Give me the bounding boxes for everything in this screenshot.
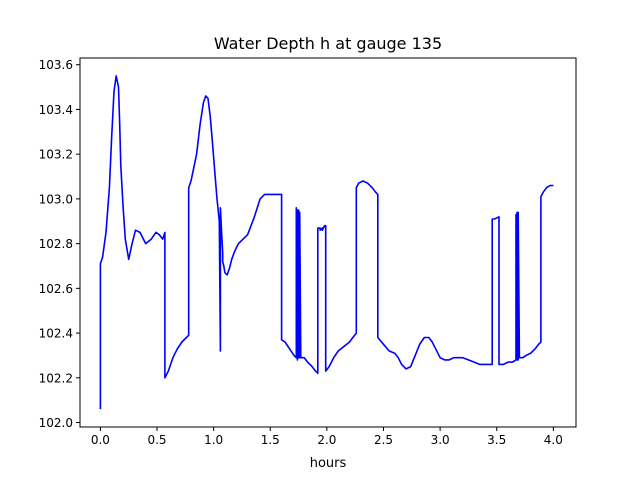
x-axis: 0.0 0.5 1.0 1.5 2.0 2.5 3.0 3.5 4.0 (91, 427, 563, 447)
y-tick-label: 102.6 (39, 282, 73, 296)
y-tick-label: 102.2 (39, 371, 73, 385)
x-tick-label: 2.0 (317, 433, 336, 447)
y-tick-label: 103.0 (39, 192, 73, 206)
y-tick-label: 102.8 (39, 237, 73, 251)
y-tick-label: 103.4 (39, 103, 73, 117)
y-tick-label: 103.6 (39, 58, 73, 72)
x-tick-label: 0.0 (91, 433, 110, 447)
x-tick-label: 1.5 (261, 433, 280, 447)
y-axis: 102.0 102.2 102.4 102.6 102.8 103.0 103.2 103.4… (39, 58, 80, 430)
x-tick-label: 3.0 (431, 433, 450, 447)
x-tick-label: 4.0 (544, 433, 563, 447)
x-axis-label: hours (310, 456, 347, 471)
series-line-1 (99, 75, 554, 410)
chart-title: Water Depth h at gauge 135 (214, 34, 442, 53)
y-tick-label: 102.4 (39, 327, 73, 341)
y-tick-label: 102.0 (39, 416, 73, 430)
x-tick-label: 0.5 (147, 433, 166, 447)
x-tick-label: 2.5 (374, 433, 393, 447)
x-tick-label: 3.5 (487, 433, 506, 447)
x-tick-label: 1.0 (204, 433, 223, 447)
plot-area (79, 57, 577, 428)
y-tick-label: 103.2 (39, 148, 73, 162)
plot-frame (79, 57, 577, 428)
